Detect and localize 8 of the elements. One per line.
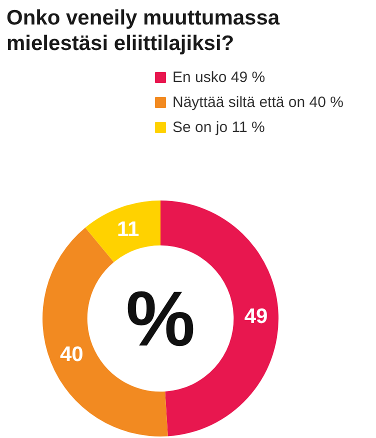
data-label: 40 [60,343,84,366]
legend-label: Se on jo 11 % [172,119,265,136]
legend-label: En usko 49 % [172,69,266,86]
chart-title: Onko veneily muuttumassa mielestäsi eliittilajiksi? [6,6,280,55]
data-label: 11 [117,218,140,242]
legend-label: Näyttää siltä että on 40 % [172,94,344,111]
data-label: 49 [244,305,268,328]
text: % [126,274,196,362]
